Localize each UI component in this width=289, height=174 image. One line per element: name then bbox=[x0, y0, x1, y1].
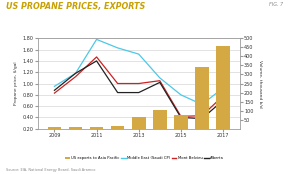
Bar bbox=[90, 127, 103, 129]
Bar bbox=[216, 46, 230, 129]
Bar bbox=[153, 110, 167, 129]
Bar bbox=[174, 115, 188, 129]
Text: US PROPANE PRICES, EXPORTS: US PROPANE PRICES, EXPORTS bbox=[6, 2, 145, 11]
Y-axis label: Volume, thousand b/d: Volume, thousand b/d bbox=[257, 60, 262, 107]
Text: FIG. 7: FIG. 7 bbox=[269, 2, 283, 7]
Text: Source: EIA, National Energy Board, Saudi Aramco: Source: EIA, National Energy Board, Saud… bbox=[6, 168, 95, 172]
Bar bbox=[69, 127, 82, 129]
Y-axis label: Propane price, $/gal: Propane price, $/gal bbox=[14, 62, 18, 105]
Legend: US exports to Asia Pacific, Middle East (Saudi CP), Mont Belvieu, Alberta: US exports to Asia Pacific, Middle East … bbox=[64, 155, 225, 162]
Bar bbox=[48, 127, 61, 129]
Bar bbox=[132, 117, 146, 129]
Bar bbox=[111, 125, 125, 129]
Bar bbox=[195, 67, 209, 129]
